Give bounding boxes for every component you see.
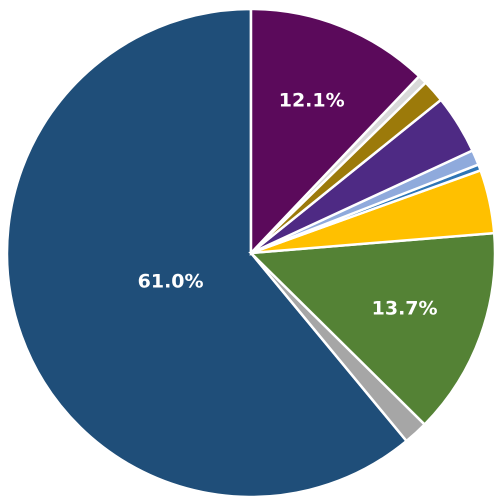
- data-label-0: 61.0%: [138, 270, 204, 292]
- pie-data-labels: 61.0% 13.7% 12.1%: [138, 90, 438, 320]
- pie-slice-2: [248, 231, 497, 427]
- pie-slices: [5, 7, 497, 499]
- data-label-2: 13.7%: [372, 297, 438, 319]
- pie-slice-0: [5, 7, 409, 499]
- data-label-9: 12.1%: [279, 90, 345, 112]
- pie-slice-9: [249, 7, 421, 257]
